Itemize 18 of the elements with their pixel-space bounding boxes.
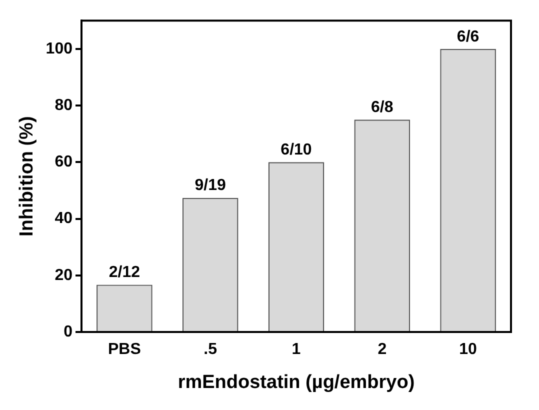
y-tick-label: 60 <box>54 154 73 171</box>
y-tick-label: 100 <box>46 40 73 58</box>
annotation: 2/12 <box>108 264 140 282</box>
y-tick-label: 80 <box>54 96 73 114</box>
y-tick-label: 20 <box>54 266 73 284</box>
y-tick-label: 40 <box>54 210 73 228</box>
x-tick-label: 10 <box>459 341 478 358</box>
annotation: 6/6 <box>456 28 480 46</box>
annotation: 6/8 <box>371 99 394 116</box>
x-axis-title: rmEndostatin (µg/embryo) <box>178 372 415 393</box>
annotation: 9/19 <box>194 177 226 194</box>
x-tick-label: 2 <box>378 341 387 358</box>
y-tick-label: 0 <box>64 323 73 340</box>
x-tick-label: 1 <box>292 341 301 358</box>
y-axis-title: Inhibition (%) <box>16 116 38 236</box>
annotation: 6/10 <box>280 142 312 159</box>
x-tick-label: .5 <box>204 341 218 358</box>
x-tick-label: PBS <box>108 341 142 358</box>
